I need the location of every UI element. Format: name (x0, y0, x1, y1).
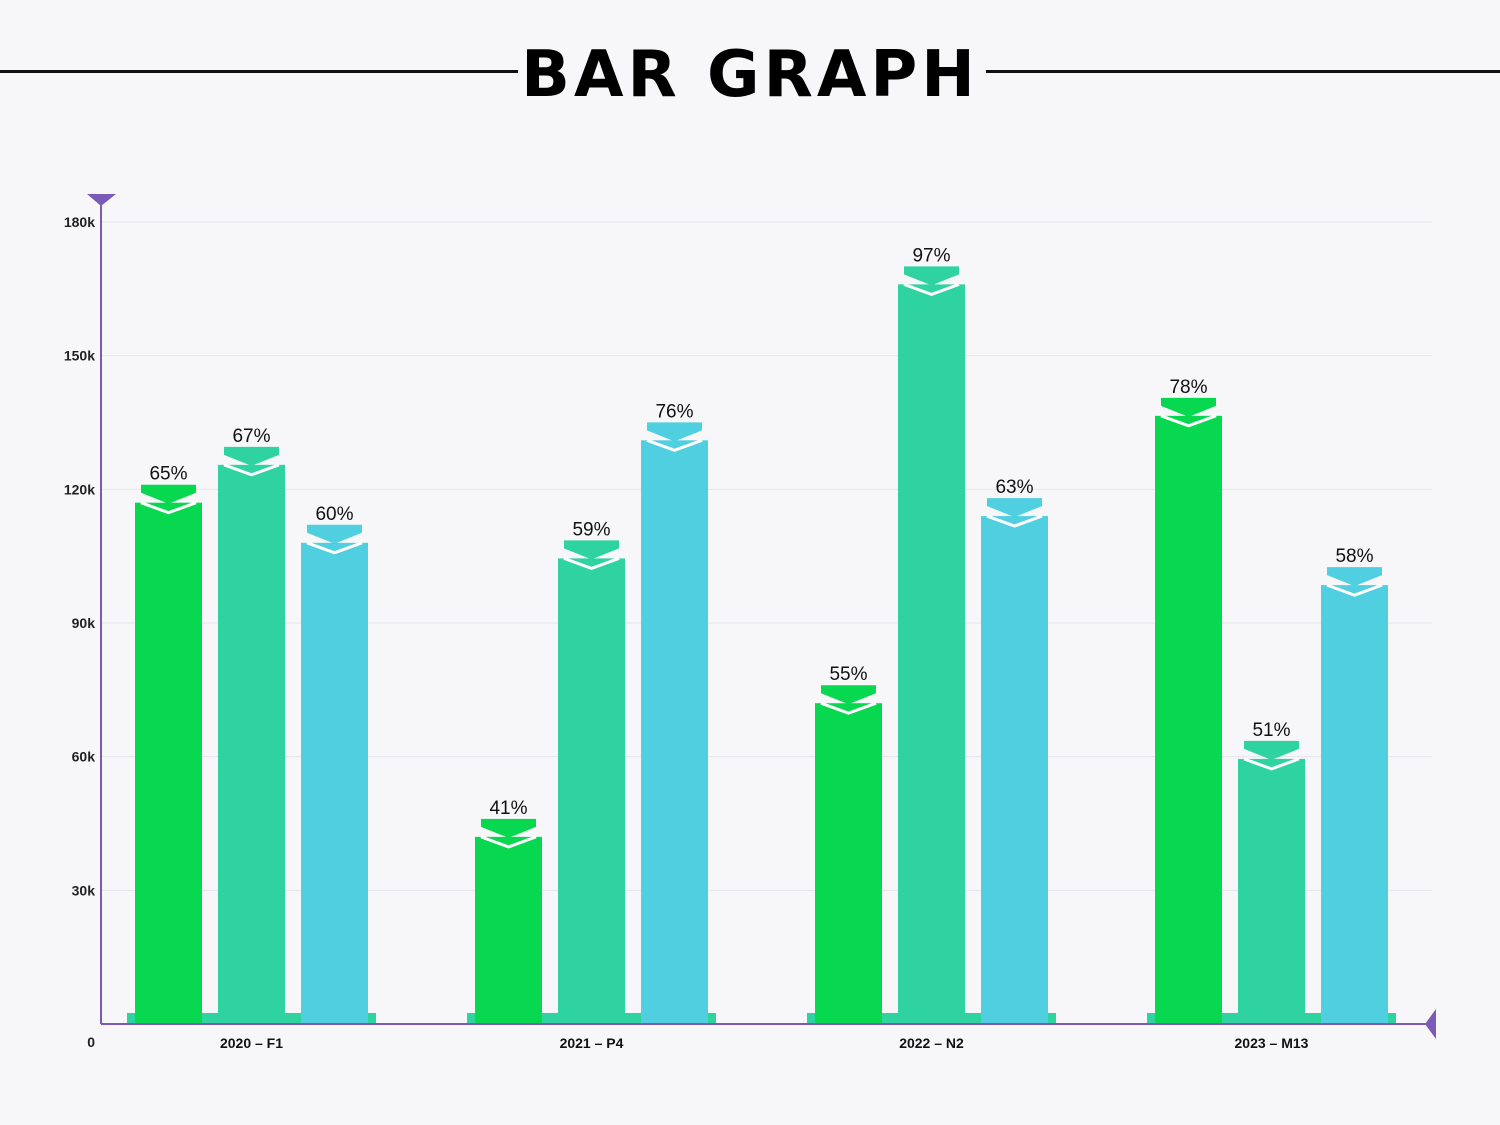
bar-chevron (986, 514, 1043, 528)
data-label: 55% (829, 664, 867, 685)
bar (898, 284, 965, 1024)
bar-chevron (223, 463, 280, 477)
y-tick-label: 120k (64, 481, 95, 497)
bar (1155, 415, 1222, 1025)
bar-marker (1161, 397, 1216, 417)
axes-layer (87, 194, 1436, 1039)
bar-marker (141, 484, 196, 504)
bar-chevron (563, 556, 620, 570)
x-tick-label: 2021 – P4 (560, 1035, 624, 1051)
title-rule-left (0, 70, 518, 73)
page-title: BAR GRAPH (521, 38, 979, 112)
bar-chevron (306, 541, 363, 555)
x-axis-arrow (1425, 1009, 1436, 1039)
y-axis-arrow (87, 194, 116, 206)
data-label: 67% (232, 426, 270, 447)
y-tick-label: 150k (64, 348, 95, 364)
labels-layer: 0 30k 60k 90k 120k 150k 180k 65% 67% 60% 2020 – F1… (64, 214, 1374, 1051)
data-label: 78% (1169, 377, 1207, 398)
bar (1238, 758, 1305, 1024)
bar (815, 703, 882, 1024)
bar (981, 516, 1048, 1024)
bar (135, 502, 202, 1024)
bar-chevron (140, 501, 197, 515)
bar-chevron (1243, 757, 1300, 771)
bar-marker (904, 266, 959, 286)
bar-chevron (903, 282, 960, 296)
data-label: 51% (1252, 720, 1290, 741)
y-tick-label: 90k (72, 615, 96, 631)
bar-marker (821, 685, 876, 705)
bar-chevron (646, 438, 703, 452)
bar-marker (564, 540, 619, 560)
bar-marker (647, 422, 702, 442)
x-tick-label: 2022 – N2 (899, 1035, 964, 1051)
data-label: 59% (572, 519, 610, 540)
y-tick-label: 60k (72, 749, 96, 765)
bar (301, 542, 368, 1024)
data-label: 58% (1335, 546, 1373, 567)
bar (558, 558, 625, 1024)
data-label: 60% (315, 504, 353, 525)
data-label: 65% (149, 464, 187, 485)
bar (475, 836, 542, 1024)
bar-marker (1244, 740, 1299, 760)
data-label: 41% (489, 798, 527, 819)
bar-marker (224, 446, 279, 466)
bar-marker (1327, 567, 1382, 587)
x-tick-label: 2020 – F1 (220, 1035, 283, 1051)
title-rule-right (986, 70, 1500, 73)
bars-layer (127, 266, 1396, 1025)
bar-chevron (820, 701, 877, 715)
title-area: BAR GRAPH (0, 30, 1500, 120)
grid-layer (101, 221, 1432, 891)
y-tick-label: 0 (87, 1034, 95, 1050)
bar (641, 440, 708, 1024)
bar (218, 464, 285, 1025)
x-tick-label: 2023 – M13 (1235, 1035, 1309, 1051)
bar-marker (307, 524, 362, 544)
bar-chevron (1326, 583, 1383, 597)
bar-marker (987, 498, 1042, 518)
y-tick-label: 180k (64, 214, 95, 230)
bar-chevron (480, 835, 537, 849)
bar (1321, 585, 1388, 1024)
data-label: 97% (912, 245, 950, 266)
data-label: 63% (995, 477, 1033, 498)
bar-marker (481, 818, 536, 838)
bar-chevron (1160, 414, 1217, 428)
data-label: 76% (655, 401, 693, 422)
y-tick-label: 30k (72, 882, 96, 898)
